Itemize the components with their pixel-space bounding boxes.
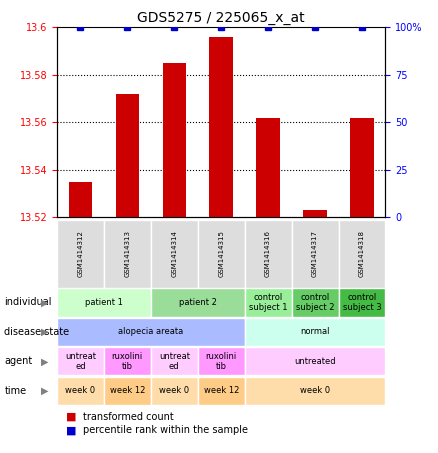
Text: untreat
ed: untreat ed bbox=[65, 352, 96, 371]
Text: transformed count: transformed count bbox=[83, 412, 174, 422]
FancyBboxPatch shape bbox=[151, 376, 198, 405]
Text: GSM1414317: GSM1414317 bbox=[312, 230, 318, 277]
Text: GSM1414312: GSM1414312 bbox=[78, 230, 83, 277]
FancyBboxPatch shape bbox=[245, 347, 385, 376]
Text: GSM1414314: GSM1414314 bbox=[171, 230, 177, 277]
Title: GDS5275 / 225065_x_at: GDS5275 / 225065_x_at bbox=[138, 11, 305, 25]
Bar bbox=[162, 63, 186, 217]
Text: GSM1414316: GSM1414316 bbox=[265, 230, 271, 277]
Text: week 12: week 12 bbox=[110, 386, 145, 395]
Text: normal: normal bbox=[300, 328, 330, 336]
Text: ▶: ▶ bbox=[41, 327, 48, 337]
Text: ▶: ▶ bbox=[41, 386, 48, 396]
Text: control
subject 1: control subject 1 bbox=[249, 293, 287, 312]
Text: ▶: ▶ bbox=[41, 356, 48, 366]
FancyBboxPatch shape bbox=[104, 347, 151, 376]
FancyBboxPatch shape bbox=[57, 220, 104, 288]
Text: ■: ■ bbox=[66, 412, 76, 422]
Text: individual: individual bbox=[4, 297, 52, 308]
FancyBboxPatch shape bbox=[57, 288, 151, 317]
Text: GSM1414313: GSM1414313 bbox=[124, 230, 131, 277]
FancyBboxPatch shape bbox=[245, 318, 385, 346]
Text: GSM1414318: GSM1414318 bbox=[359, 230, 365, 277]
FancyBboxPatch shape bbox=[151, 288, 245, 317]
Text: week 12: week 12 bbox=[204, 386, 239, 395]
Text: agent: agent bbox=[4, 356, 32, 366]
FancyBboxPatch shape bbox=[104, 220, 151, 288]
FancyBboxPatch shape bbox=[292, 288, 339, 317]
FancyBboxPatch shape bbox=[245, 376, 385, 405]
FancyBboxPatch shape bbox=[57, 318, 245, 346]
Text: week 0: week 0 bbox=[159, 386, 189, 395]
FancyBboxPatch shape bbox=[57, 376, 104, 405]
Text: untreat
ed: untreat ed bbox=[159, 352, 190, 371]
Bar bbox=[256, 118, 280, 217]
Text: alopecia areata: alopecia areata bbox=[118, 328, 184, 336]
Bar bbox=[69, 182, 92, 217]
Text: time: time bbox=[4, 386, 27, 396]
FancyBboxPatch shape bbox=[57, 347, 104, 376]
FancyBboxPatch shape bbox=[198, 220, 245, 288]
FancyBboxPatch shape bbox=[245, 220, 292, 288]
Text: ■: ■ bbox=[66, 425, 76, 435]
FancyBboxPatch shape bbox=[151, 347, 198, 376]
FancyBboxPatch shape bbox=[339, 220, 385, 288]
Text: ▶: ▶ bbox=[41, 297, 48, 308]
Text: patient 1: patient 1 bbox=[85, 298, 123, 307]
Text: control
subject 3: control subject 3 bbox=[343, 293, 381, 312]
Text: patient 2: patient 2 bbox=[179, 298, 217, 307]
FancyBboxPatch shape bbox=[198, 347, 245, 376]
Text: ruxolini
tib: ruxolini tib bbox=[112, 352, 143, 371]
Text: percentile rank within the sample: percentile rank within the sample bbox=[83, 425, 248, 435]
Bar bbox=[209, 37, 233, 217]
FancyBboxPatch shape bbox=[292, 220, 339, 288]
Text: week 0: week 0 bbox=[65, 386, 95, 395]
Text: untreated: untreated bbox=[294, 357, 336, 366]
FancyBboxPatch shape bbox=[151, 220, 198, 288]
FancyBboxPatch shape bbox=[104, 376, 151, 405]
Text: week 0: week 0 bbox=[300, 386, 330, 395]
Bar bbox=[303, 210, 327, 217]
FancyBboxPatch shape bbox=[245, 288, 292, 317]
Text: control
subject 2: control subject 2 bbox=[296, 293, 334, 312]
Bar bbox=[350, 118, 374, 217]
Text: GSM1414315: GSM1414315 bbox=[218, 230, 224, 277]
Text: ruxolini
tib: ruxolini tib bbox=[205, 352, 237, 371]
FancyBboxPatch shape bbox=[339, 288, 385, 317]
FancyBboxPatch shape bbox=[198, 376, 245, 405]
Text: disease state: disease state bbox=[4, 327, 70, 337]
Bar bbox=[116, 94, 139, 217]
